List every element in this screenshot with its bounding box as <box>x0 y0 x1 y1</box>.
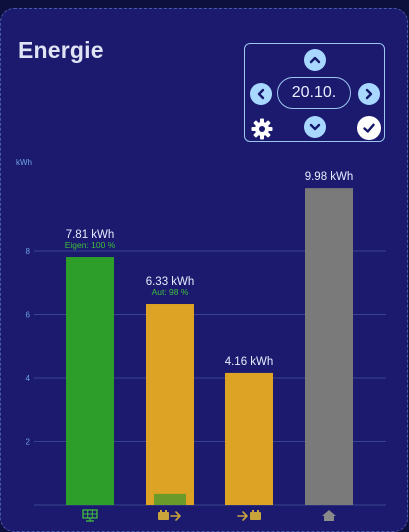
bar-value-label: 4.16 kWh <box>225 356 274 368</box>
bar-sub-label: Eigen: 100 % <box>65 240 116 250</box>
home-icon <box>322 510 336 521</box>
bar-sub-label: Aut: 98 % <box>152 287 189 297</box>
bar-value-label: 7.81 kWh <box>66 229 115 241</box>
page-title: Energie <box>18 37 104 63</box>
bar <box>305 188 353 505</box>
y-tick-label: 8 <box>26 247 31 256</box>
date-display[interactable]: 20.10. <box>277 77 351 109</box>
bar <box>66 257 114 505</box>
solar-panel-icon <box>82 509 98 522</box>
chevron-up-icon[interactable] <box>304 49 326 71</box>
bar <box>225 372 273 505</box>
chevron-down-icon[interactable] <box>304 116 326 138</box>
battery-out-icon <box>158 510 181 521</box>
grid-in-icon <box>237 510 261 521</box>
y-tick-label: 6 <box>26 311 31 320</box>
y-tick-label: 4 <box>26 374 31 383</box>
chevron-right-icon[interactable] <box>358 83 380 105</box>
confirm-check-icon[interactable] <box>357 116 381 140</box>
y-tick-label: 2 <box>26 438 31 447</box>
gear-icon[interactable] <box>250 117 274 141</box>
y-axis-label: kWh <box>16 158 32 167</box>
bar-overlay <box>154 493 186 505</box>
bar-value-label: 6.33 kWh <box>146 276 195 288</box>
bar <box>146 304 194 505</box>
chevron-left-icon[interactable] <box>250 83 272 105</box>
date-navigator: 20.10. <box>244 43 385 142</box>
bar-value-label: 9.98 kWh <box>305 171 354 183</box>
